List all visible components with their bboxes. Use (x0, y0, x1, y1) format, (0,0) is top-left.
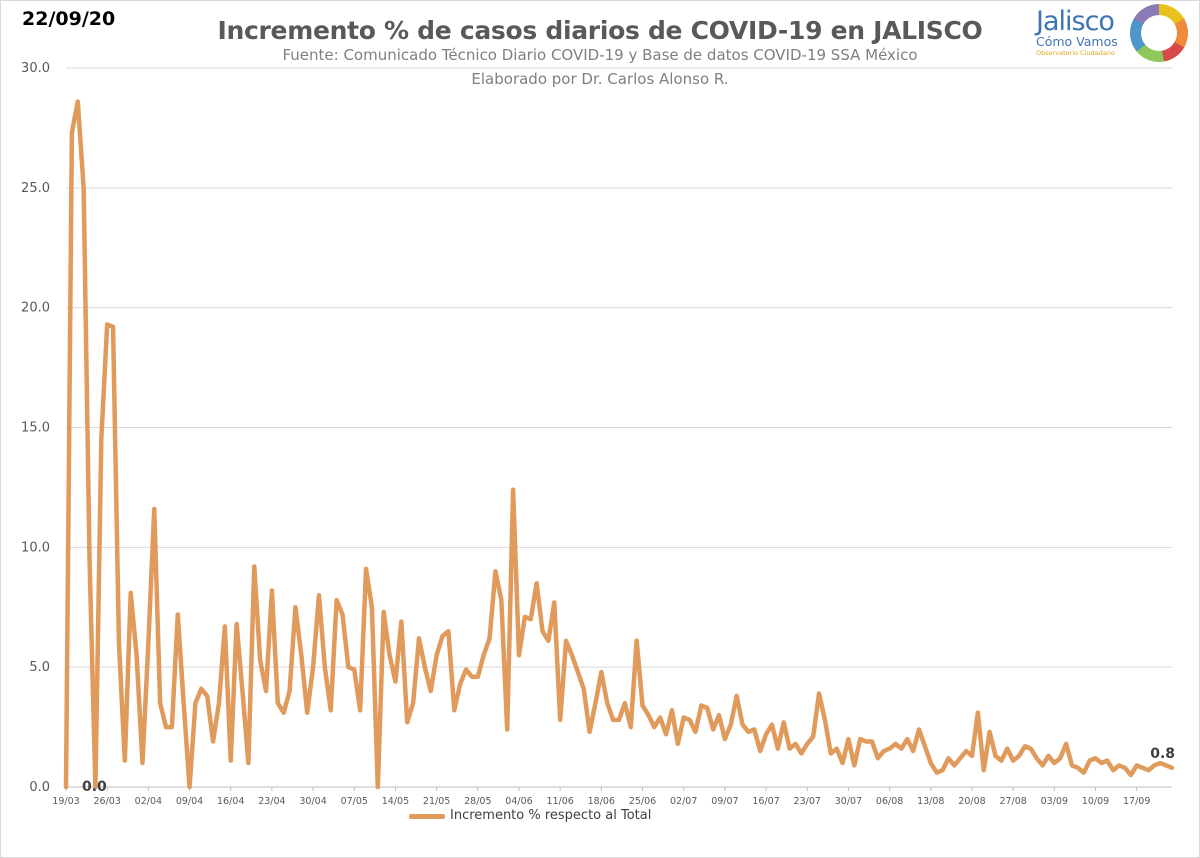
logo-tagline: Observatorio Ciudadano (1036, 49, 1115, 57)
x-tick-label: 19/03 (52, 796, 79, 807)
x-tick-label: 20/08 (958, 796, 985, 807)
x-tick-label: 30/04 (299, 796, 326, 807)
x-tick-label: 09/07 (711, 796, 738, 807)
x-tick-label: 17/09 (1123, 796, 1150, 807)
report-date: 22/09/20 (22, 8, 116, 30)
y-tick-label: 20.0 (21, 301, 50, 316)
x-tick-label: 10/09 (1082, 796, 1109, 807)
x-tick-label: 23/04 (258, 796, 285, 807)
x-tick-label: 26/03 (93, 796, 120, 807)
x-tick-label: 07/05 (341, 796, 368, 807)
series-line (63, 99, 1175, 790)
y-tick-label: 25.0 (21, 181, 50, 196)
chart-source: Fuente: Comunicado Técnico Diario COVID-… (282, 46, 918, 64)
x-tick-label: 21/05 (423, 796, 450, 807)
legend-swatch (409, 814, 445, 819)
y-tick-label: 15.0 (21, 421, 50, 436)
logo-name: Jalisco (1036, 6, 1115, 37)
x-tick-label: 16/04 (217, 796, 244, 807)
x-tick-label: 02/04 (135, 796, 162, 807)
x-tick-label: 28/05 (464, 796, 491, 807)
y-tick-label: 30.0 (21, 61, 50, 76)
x-tick-label: 27/08 (999, 796, 1026, 807)
x-tick-label: 14/05 (382, 796, 409, 807)
legend-label: Incremento % respecto al Total (450, 808, 652, 823)
x-tick-label: 02/07 (670, 796, 697, 807)
chart-title: Incremento % de casos diarios de COVID-1… (217, 16, 983, 45)
chart-author: Elaborado por Dr. Carlos Alonso R. (471, 70, 729, 88)
x-tick-label: 13/08 (917, 796, 944, 807)
x-tick-label: 09/04 (176, 796, 203, 807)
jalisco-como-vamos-logo: Jalisco Cómo Vamos Observatorio Ciudadan… (1036, 4, 1196, 62)
logo-ring-hole (1141, 15, 1177, 51)
y-tick-label: 5.0 (29, 660, 50, 675)
x-tick-label: 16/07 (752, 796, 779, 807)
data-label: 0.8 (1150, 746, 1175, 762)
x-tick-label: 18/06 (588, 796, 615, 807)
x-tick-label: 11/06 (546, 796, 573, 807)
data-label: 0.0 (82, 779, 107, 795)
logo-subname: Cómo Vamos (1036, 34, 1118, 49)
x-tick-label: 25/06 (629, 796, 656, 807)
x-tick-label: 30/07 (835, 796, 862, 807)
x-tick-label: 06/08 (876, 796, 903, 807)
y-tick-label: 10.0 (21, 540, 50, 555)
x-tick-label: 23/07 (794, 796, 821, 807)
x-tick-label: 03/09 (1041, 796, 1068, 807)
x-tick-label: 04/06 (505, 796, 532, 807)
y-tick-label: 0.0 (29, 780, 50, 795)
